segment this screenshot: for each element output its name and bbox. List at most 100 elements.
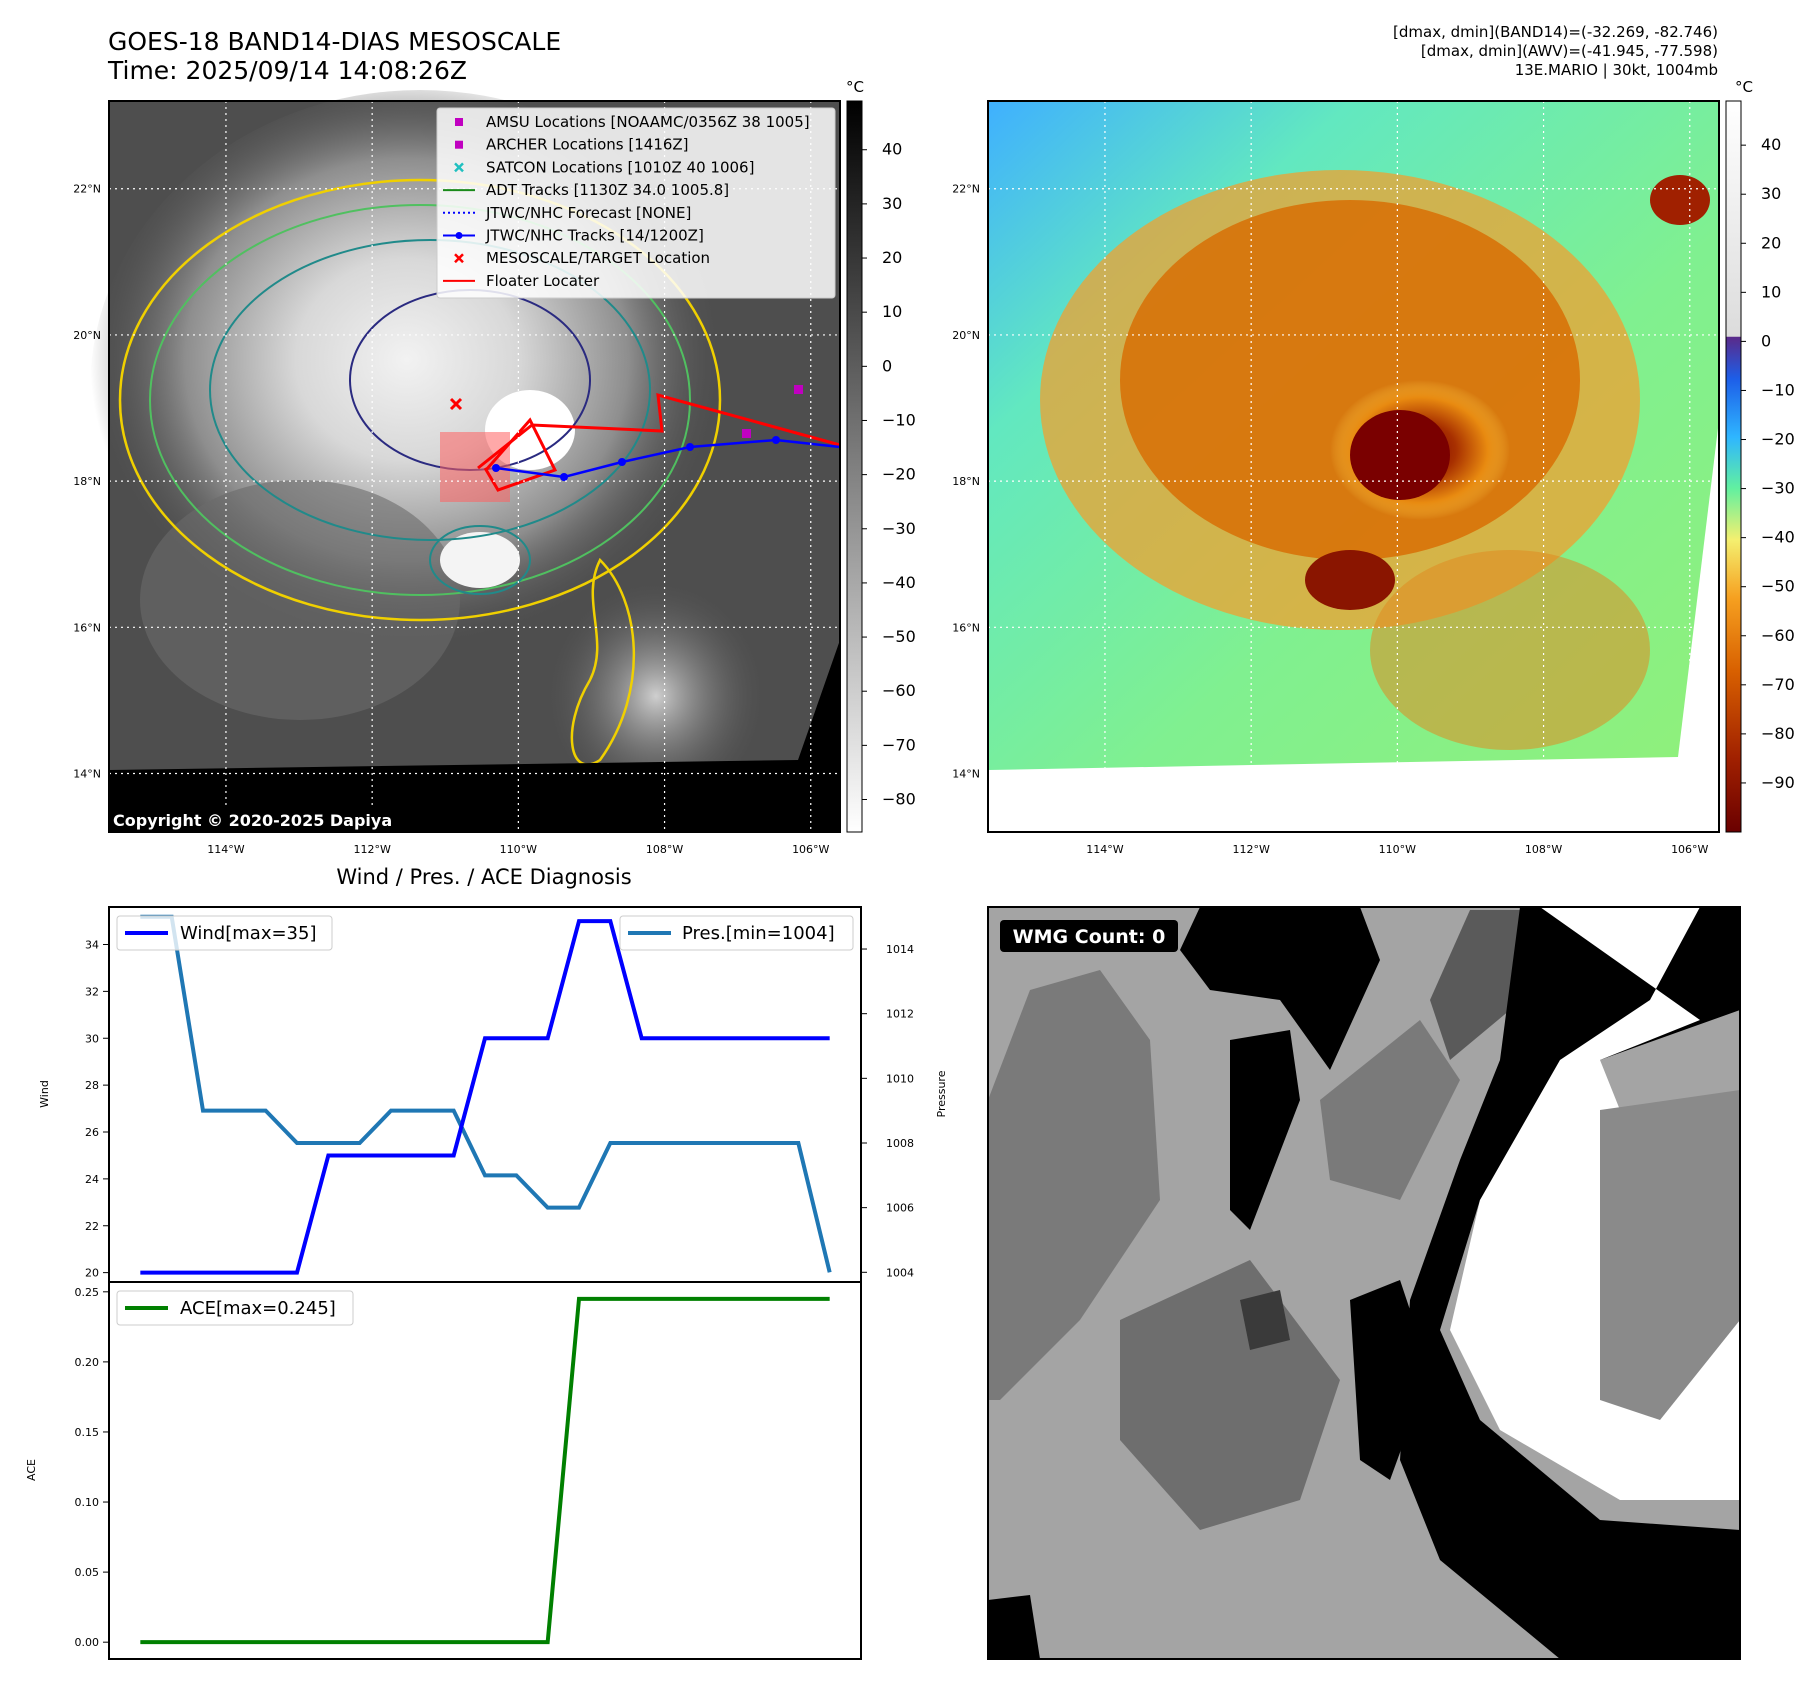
awv-south-cell bbox=[1305, 550, 1395, 610]
legend-label: AMSU Locations [NOAAMC/0356Z 38 1005] bbox=[486, 113, 810, 131]
lat-label: 14°N bbox=[952, 768, 980, 781]
title-line-2: Time: 2025/09/14 14:08:26Z bbox=[108, 56, 467, 85]
wmg-gray-patch bbox=[1320, 1020, 1460, 1200]
lon-label: 112°W bbox=[1232, 843, 1269, 856]
lon-label: 106°W bbox=[1671, 843, 1708, 856]
awv-gridlines bbox=[988, 101, 1719, 832]
mesoscale-target-marker bbox=[449, 397, 463, 411]
legend-entry: JTWC/NHC Forecast [NONE] bbox=[443, 204, 691, 222]
colorbar-tick-label: 30 bbox=[882, 194, 902, 213]
awv-rainband bbox=[1370, 550, 1650, 750]
wmg-frame bbox=[987, 906, 1741, 1660]
stats-line-3: 13E.MARIO | 30kt, 1004mb bbox=[1514, 61, 1718, 79]
ir-colorbar bbox=[846, 100, 863, 833]
ir-frame bbox=[108, 100, 841, 833]
awv-ne-cell bbox=[1650, 175, 1710, 225]
legend-label: ARCHER Locations [1416Z] bbox=[486, 136, 689, 154]
colorbar-tick-label: −70 bbox=[1761, 675, 1795, 694]
ace-chart: 0.00 0.05 0.10 0.15 0.20 0.25 ACE[max=0.245] bbox=[75, 1286, 830, 1649]
colorbar-tick-label: −60 bbox=[882, 681, 916, 700]
legend-label: ADT Tracks [1130Z 34.0 1005.8] bbox=[486, 181, 729, 199]
awv-storm-mid bbox=[1120, 200, 1580, 560]
wind-ytick-label: 30 bbox=[85, 1032, 99, 1045]
colorbar-tick-label: −70 bbox=[882, 735, 916, 754]
wmg-count-badge: WMG Count: 0 bbox=[1013, 926, 1166, 948]
floater-locater-box bbox=[483, 417, 558, 492]
pressure-ytick-label: 1014 bbox=[886, 943, 914, 956]
ir-cloud-south bbox=[140, 480, 460, 720]
colorbar-tick-label: −60 bbox=[1761, 626, 1795, 645]
stats-block: [dmax, dmin](BAND14)=(-32.269, -82.746) … bbox=[1018, 23, 1718, 80]
amsu-location-marker bbox=[742, 429, 751, 438]
lon-label: 110°W bbox=[1379, 843, 1416, 856]
lat-label: 20°N bbox=[952, 329, 980, 342]
colorbar-tick-label: 0 bbox=[1761, 331, 1771, 350]
ir-nodata bbox=[109, 640, 840, 832]
colorbar-tick-label: −30 bbox=[882, 519, 916, 538]
lat-label: 22°N bbox=[73, 183, 101, 196]
lon-label: 106°W bbox=[792, 843, 829, 856]
ir-rainband bbox=[440, 430, 800, 810]
wind-legend-label: Wind[max=35] bbox=[180, 923, 317, 944]
ir-lat-labels: 22°N 20°N 18°N 16°N 14°N bbox=[73, 183, 101, 781]
colorbar-tick-label: 20 bbox=[1761, 233, 1781, 252]
colorbar-tick-label: 40 bbox=[882, 140, 902, 159]
colorbar-tick-label: −40 bbox=[882, 573, 916, 592]
wmg-gray-band-west bbox=[988, 970, 1160, 1400]
awv-frame bbox=[987, 100, 1720, 833]
wmg-black-north bbox=[1180, 907, 1380, 1070]
legend-entry: JTWC/NHC Tracks [14/1200Z] bbox=[443, 227, 704, 245]
ir-image bbox=[90, 90, 841, 832]
ir-colorbar-ticks: 40 30 20 10 0 −10 −20 −30 −40 −50 −60 −70 −80 bbox=[862, 140, 916, 809]
legend-entry: Floater Locater bbox=[443, 272, 600, 290]
legend-label: SATCON Locations [1010Z 40 1006] bbox=[486, 158, 754, 176]
pressure-ytick-label: 1010 bbox=[886, 1072, 914, 1085]
ir-lon-labels: 114°W 112°W 110°W 108°W 106°W bbox=[207, 843, 829, 856]
legend-marker-square bbox=[455, 140, 463, 149]
ace-ylabel: ACE bbox=[25, 1459, 38, 1481]
colorbar-tick-label: −50 bbox=[1761, 577, 1795, 596]
jtwc-track-points bbox=[492, 436, 780, 481]
ace-legend-label: ACE[max=0.245] bbox=[180, 1298, 336, 1319]
colorbar-tick-label: 30 bbox=[1761, 184, 1781, 203]
pressure-ytick-label: 1004 bbox=[886, 1266, 914, 1279]
wind-ytick-label: 34 bbox=[85, 939, 99, 952]
wind-series-line bbox=[140, 919, 830, 1275]
wmg-black-corner bbox=[988, 1595, 1040, 1659]
awv-image bbox=[988, 101, 1719, 832]
ace-ytick-label: 0.10 bbox=[75, 1496, 100, 1509]
contour-band bbox=[570, 557, 635, 766]
lat-label: 16°N bbox=[952, 621, 980, 634]
colorbar-tick-label: −20 bbox=[882, 465, 916, 484]
ace-ytick-label: 0.20 bbox=[75, 1356, 100, 1369]
colorbar-tick-label: −10 bbox=[1761, 380, 1795, 399]
colorbar-tick-label: −50 bbox=[882, 627, 916, 646]
stats-line-2: [dmax, dmin](AWV)=(-41.945, -77.598) bbox=[1420, 42, 1718, 60]
legend-label: JTWC/NHC Tracks [14/1200Z] bbox=[485, 227, 704, 245]
lat-label: 18°N bbox=[73, 475, 101, 488]
ace-series-line bbox=[140, 1296, 830, 1645]
pressure-series-line bbox=[140, 914, 832, 1273]
ir-legend: AMSU Locations [NOAAMC/0356Z 38 1005] ARC… bbox=[436, 107, 836, 299]
stats-line-1: [dmax, dmin](BAND14)=(-32.269, -82.746) bbox=[1393, 23, 1718, 41]
contour-yellow bbox=[118, 178, 722, 622]
legend-entry: MESOSCALE/TARGET Location bbox=[454, 249, 710, 267]
colorbar-tick-label: −40 bbox=[1761, 528, 1795, 547]
lon-label: 114°W bbox=[1086, 843, 1123, 856]
wmg-black-west bbox=[1230, 1030, 1300, 1230]
awv-colorbar-unit: °C bbox=[1735, 78, 1753, 96]
wmg-image bbox=[988, 907, 1740, 1659]
wind-pres-frame bbox=[108, 906, 862, 1283]
wmg-dark-band-north bbox=[1430, 910, 1520, 1060]
awv-core-deep bbox=[1350, 410, 1450, 500]
title-line-1: GOES-18 BAND14-DIAS MESOSCALE bbox=[108, 27, 562, 56]
ace-ytick-label: 0.00 bbox=[75, 1636, 100, 1649]
colorbar-tick-label: −10 bbox=[882, 410, 916, 429]
figure-title: GOES-18 BAND14-DIAS MESOSCALE Time: 2025… bbox=[108, 27, 561, 85]
pressure-legend-label: Pres.[min=1004] bbox=[682, 923, 835, 944]
legend-entry: AMSU Locations [NOAAMC/0356Z 38 1005] bbox=[455, 113, 810, 131]
lat-label: 14°N bbox=[73, 768, 101, 781]
legend-label: Floater Locater bbox=[486, 272, 600, 290]
wmg-black-south bbox=[1350, 1280, 1430, 1480]
